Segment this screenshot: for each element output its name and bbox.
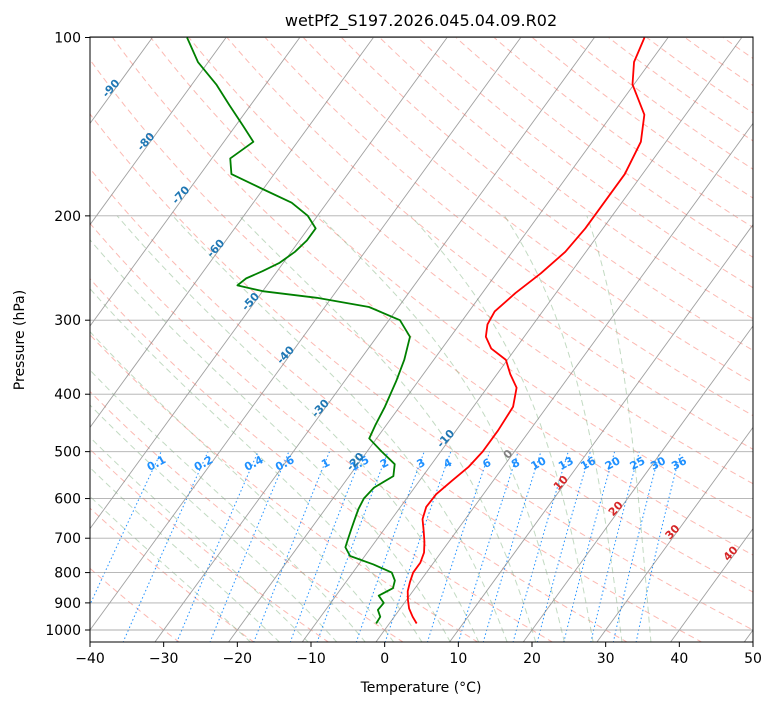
dry-adiabat-line: [417, 37, 753, 289]
dry-adiabat-line: [226, 37, 753, 450]
dry-adiabat-line: [90, 278, 554, 642]
mixing-ratio-label: 30: [648, 454, 668, 473]
x-tick-label: 20: [523, 651, 541, 667]
plot-frame: [89, 36, 754, 643]
mixing-ratio-line: [316, 451, 389, 642]
mixing-ratio-lines: [90, 451, 682, 642]
x-tick-label: −10: [296, 651, 326, 667]
x-tick-label: 10: [449, 651, 467, 667]
moist-adiabat-line: [172, 215, 508, 642]
y-tick-label: 1000: [45, 623, 81, 639]
isotherm-line: [90, 37, 522, 631]
moist-adiabat-line: [318, 215, 565, 642]
pressure-gridlines: [90, 37, 753, 631]
y-tick-label: 500: [54, 445, 81, 461]
dry-adiabat-line: [112, 37, 753, 556]
moist-adiabat-line: [90, 287, 423, 642]
moist-adiabat-line: [90, 330, 395, 642]
isotherm-line: [90, 37, 301, 327]
mixing-ratio-label: 36: [669, 454, 689, 473]
dry-adiabat-line: [90, 58, 753, 593]
moist-adiabats: [90, 215, 652, 642]
x-tick-label: 50: [744, 651, 762, 667]
dry-adiabat-line: [90, 334, 479, 642]
isotherm-line: [90, 37, 448, 530]
dewpoint-series-line: [186, 37, 411, 624]
isotherm-line: [522, 325, 753, 642]
mixing-ratio-label: 25: [628, 454, 648, 473]
x-tick-label: 40: [670, 651, 688, 667]
mixing-ratio-line: [590, 451, 640, 642]
y-tick-label: 300: [54, 313, 81, 329]
mixing-ratio-label: 13: [556, 454, 576, 473]
moist-adiabat-line: [90, 436, 309, 642]
mixing-ratio-line: [253, 451, 330, 642]
mixing-ratio-label: 10: [529, 454, 549, 473]
mixing-ratio-label: 16: [578, 454, 598, 473]
x-tick-label: −20: [223, 651, 253, 667]
x-tick-label: −40: [75, 651, 105, 667]
dry-adiabat-line: [90, 167, 703, 642]
mixing-ratio-line: [289, 451, 364, 642]
y-tick-label: 400: [54, 387, 81, 403]
x-axis-ticks: −40 −30 −20 −10 0 10 20 30 40 50: [75, 642, 762, 667]
isotherm-line: [375, 122, 753, 642]
isotherm-line: [0, 38, 5, 643]
dry-adiabat-line: [90, 113, 753, 631]
plot-area: 0.1 0.2 0.4 0.6 1 1.5 2 3 4 6 8 10 13 16 20 25 30 36-100-…: [0, 37, 775, 643]
moist-adiabat-line: [90, 239, 451, 642]
moist-adiabat-line: [410, 215, 594, 642]
temperature-series-line: [406, 37, 646, 624]
x-tick-label: −30: [149, 651, 179, 667]
moist-adiabat-line: [90, 495, 252, 642]
mixing-ratio-line: [426, 451, 491, 642]
dry-adiabats: [90, 37, 775, 643]
isotherm-line: [228, 37, 669, 642]
x-tick-label: 0: [380, 651, 389, 667]
dry-adiabat-line: [188, 37, 753, 485]
mixing-ratio-line: [176, 451, 259, 642]
isotherm-line: [90, 37, 227, 226]
y-axis-label: Pressure (hPa): [12, 290, 28, 390]
y-tick-label: 700: [54, 531, 81, 547]
mixing-ratio-line: [563, 451, 616, 642]
mixing-ratio-line: [536, 451, 591, 642]
y-axis-ticks: 100 200 300 400 500 600 700 800 900 1000: [45, 31, 90, 639]
isotherm-line: [154, 37, 595, 642]
y-tick-label: 600: [54, 492, 81, 508]
isotherm-line: [449, 223, 753, 642]
isotherms: [0, 37, 753, 643]
dry-adiabat-line: [150, 37, 753, 520]
y-tick-label: 900: [54, 596, 81, 612]
chart-title: wetPf2_S197.2026.045.04.09.R02: [285, 11, 557, 31]
mixing-ratio-label: 20: [603, 454, 623, 473]
x-axis-label: Temperature (°C): [360, 680, 482, 696]
mixing-ratio-line: [209, 451, 290, 642]
series-lines: [186, 37, 646, 624]
y-tick-label: 100: [54, 31, 81, 47]
isotherm-line: [596, 426, 753, 642]
isotherm-line: [670, 527, 753, 642]
y-tick-label: 200: [54, 209, 81, 225]
dry-adiabat-line: [302, 37, 753, 384]
moist-adiabat-line: [90, 404, 338, 642]
moist-adiabat-line: [504, 215, 623, 642]
isotherm-line: [301, 37, 743, 642]
moist-adiabat-line: [90, 466, 281, 642]
dry-adiabat-line: [264, 37, 753, 417]
mixing-ratio-line: [355, 451, 425, 642]
moist-adiabat-line: [239, 215, 537, 642]
isotherm-line: [90, 37, 374, 429]
mixing-ratio-line: [612, 451, 661, 642]
dry-adiabat-line: [761, 38, 775, 643]
moist-adiabat-line: [116, 215, 480, 642]
y-tick-label: 800: [54, 566, 81, 582]
mixing-ratio-line: [458, 451, 519, 642]
mixing-ratio-line: [512, 451, 569, 642]
moist-adiabat-line: [586, 215, 652, 642]
x-tick-label: 30: [597, 651, 615, 667]
